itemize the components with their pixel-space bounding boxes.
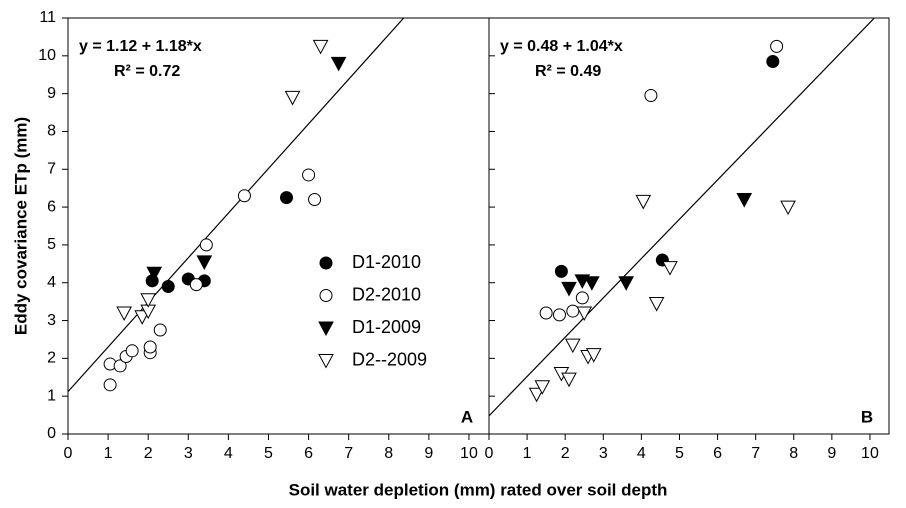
x-tick-label: 1 xyxy=(523,445,532,462)
point xyxy=(189,278,203,292)
point xyxy=(280,191,294,205)
legend-marker xyxy=(318,321,334,337)
point xyxy=(116,306,132,322)
point xyxy=(561,281,577,297)
y-tick-label: 5 xyxy=(47,236,56,253)
point xyxy=(766,54,780,68)
y-tick-label: 10 xyxy=(38,47,56,64)
y-tick-label: 11 xyxy=(39,9,56,26)
x-tick-label: 4 xyxy=(637,445,646,462)
fit-r2: R² = 0.49 xyxy=(535,63,601,80)
panel-label: B xyxy=(861,407,873,426)
x-tick-label: 10 xyxy=(460,445,478,462)
point xyxy=(552,308,566,322)
point xyxy=(585,348,602,363)
x-tick-label: 0 xyxy=(485,445,494,462)
point xyxy=(575,291,589,305)
x-tick-label: 2 xyxy=(561,445,570,462)
point xyxy=(618,276,634,291)
legend-marker xyxy=(319,256,333,270)
point xyxy=(539,306,553,320)
x-tick-label: 9 xyxy=(827,445,836,462)
x-tick-label: 8 xyxy=(789,445,798,462)
x-tick-label: 4 xyxy=(224,445,233,462)
y-tick-label: 2 xyxy=(47,350,56,367)
legend-marker xyxy=(318,354,334,369)
x-tick-label: 7 xyxy=(344,445,353,462)
x-tick-label: 2 xyxy=(144,445,153,462)
point xyxy=(566,304,580,318)
point xyxy=(644,89,658,103)
y-tick-label: 8 xyxy=(47,123,56,140)
point xyxy=(153,323,167,337)
x-tick-label: 0 xyxy=(64,445,73,462)
point xyxy=(302,168,316,182)
point xyxy=(308,193,322,207)
fit-line xyxy=(489,18,876,417)
x-tick-label: 3 xyxy=(184,445,193,462)
point xyxy=(113,359,127,373)
point xyxy=(528,387,545,403)
point xyxy=(736,193,753,208)
y-tick-label: 9 xyxy=(47,85,56,102)
legend-label: D2-2010 xyxy=(352,284,421,304)
fit-r2: R² = 0.72 xyxy=(114,63,180,80)
point xyxy=(312,39,329,55)
point xyxy=(780,200,796,216)
point xyxy=(237,189,251,203)
point xyxy=(143,340,157,354)
fit-line xyxy=(68,18,405,393)
x-tick-label: 1 xyxy=(104,445,113,462)
x-axis-title: Soil water depletion (mm) rated over soi… xyxy=(289,480,668,499)
point xyxy=(635,194,652,210)
plot-frame xyxy=(67,17,490,435)
fit-equation: y = 1.12 + 1.18*x xyxy=(79,38,202,55)
point xyxy=(140,293,157,308)
point xyxy=(199,238,213,252)
x-tick-label: 9 xyxy=(424,445,433,462)
x-tick-label: 6 xyxy=(304,445,313,462)
x-tick-label: 5 xyxy=(264,445,273,462)
legend-label: D1-2010 xyxy=(352,252,421,272)
y-tick-label: 6 xyxy=(47,198,56,215)
x-tick-label: 5 xyxy=(675,445,684,462)
point xyxy=(561,372,577,388)
point xyxy=(662,261,678,276)
plot-frame xyxy=(488,17,890,435)
point xyxy=(584,276,600,291)
point xyxy=(125,344,139,358)
legend-marker xyxy=(319,289,333,302)
x-tick-label: 6 xyxy=(713,445,722,462)
x-tick-label: 3 xyxy=(599,445,608,462)
x-tick-label: 7 xyxy=(751,445,760,462)
point xyxy=(554,264,568,278)
point xyxy=(103,378,117,392)
point xyxy=(770,39,784,53)
point xyxy=(161,280,175,294)
point xyxy=(146,266,163,282)
x-tick-label: 8 xyxy=(384,445,393,462)
point xyxy=(534,380,551,395)
y-tick-label: 0 xyxy=(47,425,56,442)
y-axis-title: Eddy covariance ETp (mm) xyxy=(11,117,30,335)
legend-label: D1-2009 xyxy=(352,317,421,337)
y-tick-label: 4 xyxy=(47,274,56,291)
point xyxy=(564,338,581,354)
point xyxy=(576,306,593,322)
point xyxy=(330,56,347,72)
legend-label: D2--2009 xyxy=(352,349,427,369)
y-tick-label: 7 xyxy=(47,160,56,177)
point xyxy=(284,90,301,106)
panel-label: A xyxy=(461,407,473,426)
y-tick-label: 1 xyxy=(47,387,56,404)
y-tick-label: 3 xyxy=(47,312,56,329)
point xyxy=(196,255,213,270)
x-tick-label: 10 xyxy=(861,445,879,462)
point xyxy=(648,297,665,312)
fit-equation: y = 0.48 + 1.04*x xyxy=(500,38,623,55)
